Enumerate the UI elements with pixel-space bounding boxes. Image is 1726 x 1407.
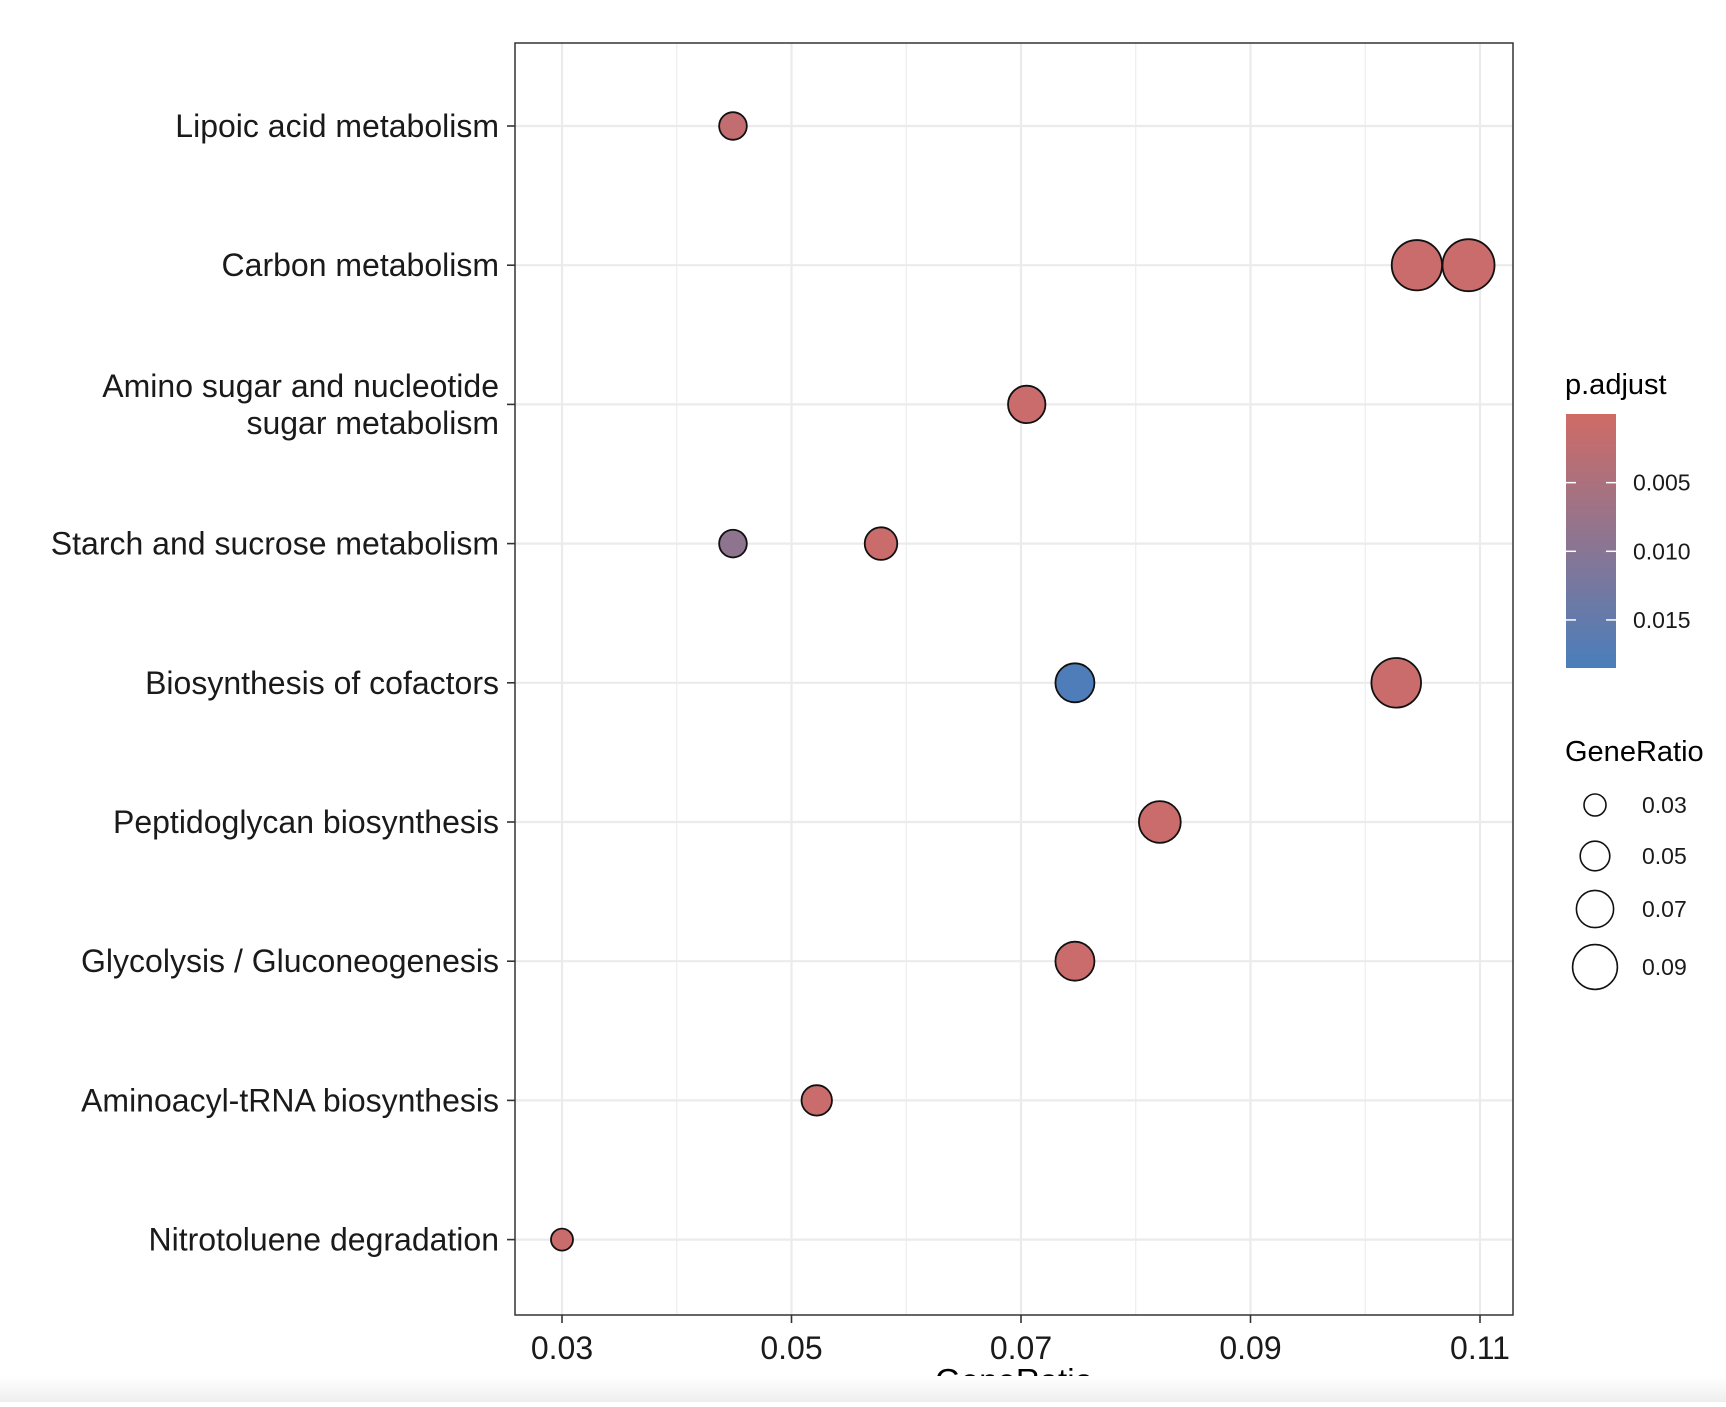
y-tick-label-biosynthesis-of-cofactors: Biosynthesis of cofactors (145, 665, 499, 701)
y-tick-label-glycolysis-gluconeogenesis: Glycolysis / Gluconeogenesis (81, 943, 499, 979)
grid-lines (515, 43, 1513, 1315)
y-tick-label-peptidoglycan-biosynthesis: Peptidoglycan biosynthesis (113, 804, 499, 840)
legend-color-tick-label: 0.015 (1633, 607, 1691, 633)
data-point-carbon-metabolism (1441, 238, 1496, 293)
data-points (550, 111, 1496, 1252)
x-axis: 0.03 0.05 0.07 0.09 0.11 (531, 1315, 1510, 1366)
legend-color-tick-label: 0.005 (1633, 470, 1691, 496)
legend-size-tick-label: 0.09 (1642, 954, 1687, 980)
data-point-amino-sugar-and-nucleotide-sugar-metabolism (1007, 384, 1047, 424)
legend-color-title: p.adjust (1565, 369, 1667, 401)
legend-size-key (1571, 943, 1619, 991)
plot-panel-border (514, 42, 1514, 1316)
data-point-biosynthesis-of-cofactors (1054, 662, 1096, 704)
legend-size-scale: GeneRatio 0.03 0.05 0.07 0.09 (1565, 736, 1704, 991)
legend-size-title: GeneRatio (1565, 736, 1704, 768)
data-point-peptidoglycan-biosynthesis (1138, 800, 1182, 844)
x-tick-label: 0.09 (1219, 1330, 1281, 1366)
bottom-edge-shadow (0, 1376, 1726, 1402)
data-point-aminoacyl-trna-biosynthesis (800, 1084, 833, 1117)
x-tick-label: 0.07 (990, 1330, 1052, 1366)
data-point-starch-and-sucrose-metabolism (863, 526, 899, 561)
x-tick-label: 0.05 (760, 1330, 822, 1366)
data-point-glycolysis-gluconeogenesis (1054, 940, 1096, 982)
legend-size-tick-label: 0.07 (1642, 896, 1687, 922)
y-tick-label-aminoacyl-trna-biosynthesis: Aminoacyl-tRNA biosynthesis (81, 1082, 499, 1118)
data-point-lipoic-acid-metabolism (718, 111, 748, 141)
legend-color-scale: p.adjust 0.005 0.010 0.015 (1565, 369, 1691, 668)
legend-size-tick-label: 0.05 (1642, 843, 1687, 869)
legend-size-tick-label: 0.03 (1642, 792, 1687, 818)
legend-size-key (1579, 840, 1611, 872)
data-point-carbon-metabolism (1390, 239, 1443, 292)
x-tick-label: 0.03 (531, 1330, 593, 1366)
y-axis: Lipoic acid metabolism Carbon metabolism A… (51, 108, 515, 1258)
legend-color-tick-label: 0.010 (1633, 538, 1691, 564)
y-tick-label-starch-and-sucrose-metabolism: Starch and sucrose metabolism (51, 526, 499, 562)
y-tick-label-nitrotoluene-degradation: Nitrotoluene degradation (149, 1222, 499, 1258)
legend-colorbar (1566, 414, 1616, 668)
y-tick-label-amino-sugar-and-nucleotide-sugar-metabolism: Amino sugar and nucleotide sugar metaboli… (102, 368, 499, 441)
data-point-biosynthesis-of-cofactors (1370, 657, 1422, 709)
legend-size-key (1583, 793, 1607, 817)
x-tick-label: 0.11 (1450, 1330, 1510, 1366)
data-point-starch-and-sucrose-metabolism (718, 528, 748, 559)
data-point-nitrotoluene-degradation (550, 1227, 574, 1252)
legend-size-key (1575, 889, 1615, 929)
y-tick-label-carbon-metabolism: Carbon metabolism (222, 247, 499, 283)
y-tick-label-lipoic-acid-metabolism: Lipoic acid metabolism (175, 108, 499, 144)
